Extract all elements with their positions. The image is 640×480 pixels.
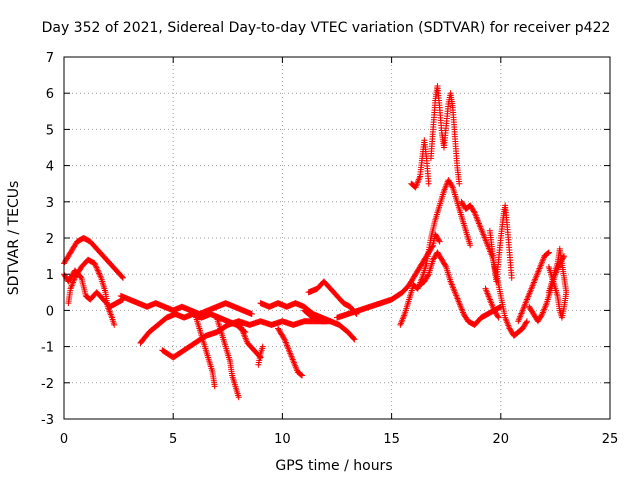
data-point: [435, 237, 442, 244]
data-point: [94, 266, 101, 273]
series-track-6: [159, 318, 330, 361]
data-point: [93, 264, 100, 271]
data-point: [92, 261, 99, 268]
tick-layer: 0 5 10 15 20 25 -3 -2 -1 0 1 2 3 4 5 6 7: [41, 51, 618, 447]
data-point: [235, 394, 242, 401]
y-tick-label: 6: [46, 87, 54, 102]
series-track-11: [275, 325, 306, 379]
data-point: [299, 372, 306, 379]
data-point: [77, 273, 84, 280]
data-point: [111, 321, 118, 328]
y-tick-label: 1: [46, 268, 54, 283]
y-tick-label: 3: [46, 196, 54, 211]
y-tick-label: 7: [46, 51, 54, 66]
x-axis-label: GPS time / hours: [275, 458, 392, 474]
data-point: [119, 274, 126, 281]
data-point: [211, 383, 218, 390]
series-track-22: [482, 285, 502, 321]
data-point: [248, 311, 255, 318]
data-point: [297, 371, 304, 378]
data-point: [91, 260, 98, 267]
y-tick-label: 4: [46, 160, 54, 175]
data-point: [351, 336, 358, 343]
data-point: [96, 270, 103, 277]
data-point: [495, 314, 502, 321]
series-track-23: [515, 249, 552, 325]
data-point: [96, 271, 103, 278]
series-track-18: [416, 249, 504, 328]
series-track-4: [117, 292, 255, 318]
data-layer: [61, 82, 570, 401]
x-tick-label: 20: [493, 432, 510, 447]
data-point: [298, 371, 305, 378]
x-tick-label: 10: [274, 432, 291, 447]
series-track-21: [486, 202, 515, 285]
x-tick-label: 15: [383, 432, 400, 447]
series-track-15: [334, 231, 443, 321]
series-track-19: [427, 82, 463, 187]
y-tick-label: 0: [46, 304, 54, 319]
data-point: [92, 263, 99, 270]
data-point: [545, 249, 552, 256]
data-point: [470, 208, 477, 215]
data-point: [456, 180, 463, 187]
y-tick-label: -3: [41, 413, 54, 428]
data-point: [259, 343, 266, 350]
data-point: [280, 335, 287, 342]
data-point: [119, 273, 126, 280]
chart-title: Day 352 of 2021, Sidereal Day-to-day VTE…: [42, 20, 611, 36]
data-point: [95, 269, 102, 276]
series-track-9: [235, 318, 264, 361]
y-tick-label: 2: [46, 232, 54, 247]
data-point: [538, 312, 545, 319]
data-point: [467, 242, 474, 249]
data-point: [545, 289, 552, 296]
y-tick-label: -2: [41, 377, 54, 392]
data-point: [436, 238, 443, 245]
data-point: [494, 313, 501, 320]
data-point: [508, 274, 515, 281]
data-point: [442, 262, 449, 269]
series-track-17: [408, 137, 432, 191]
series-track-7: [192, 311, 218, 390]
series-track-3: [65, 256, 118, 328]
series-track-16: [397, 177, 474, 328]
data-point: [425, 180, 432, 187]
y-axis-label: SDTVAR / TECUs: [6, 181, 22, 296]
series-track-12: [255, 343, 266, 368]
y-tick-label: 5: [46, 123, 54, 138]
x-tick-label: 25: [602, 432, 619, 447]
series-track-8: [213, 314, 242, 401]
series-track-25: [545, 245, 570, 321]
series-track-1: [61, 235, 126, 281]
data-point: [350, 335, 357, 342]
data-point: [94, 267, 101, 274]
data-point: [561, 253, 568, 260]
grid-layer: [64, 57, 610, 419]
data-point: [425, 272, 431, 279]
data-point: [449, 183, 456, 190]
x-tick-label: 0: [60, 432, 68, 447]
data-point: [545, 250, 552, 257]
data-point: [524, 318, 531, 325]
data-point: [97, 273, 104, 280]
data-point: [523, 319, 530, 326]
data-point: [544, 250, 551, 257]
series-track-13: [301, 307, 358, 343]
y-tick-label: -1: [41, 341, 54, 356]
x-tick-label: 5: [169, 432, 177, 447]
